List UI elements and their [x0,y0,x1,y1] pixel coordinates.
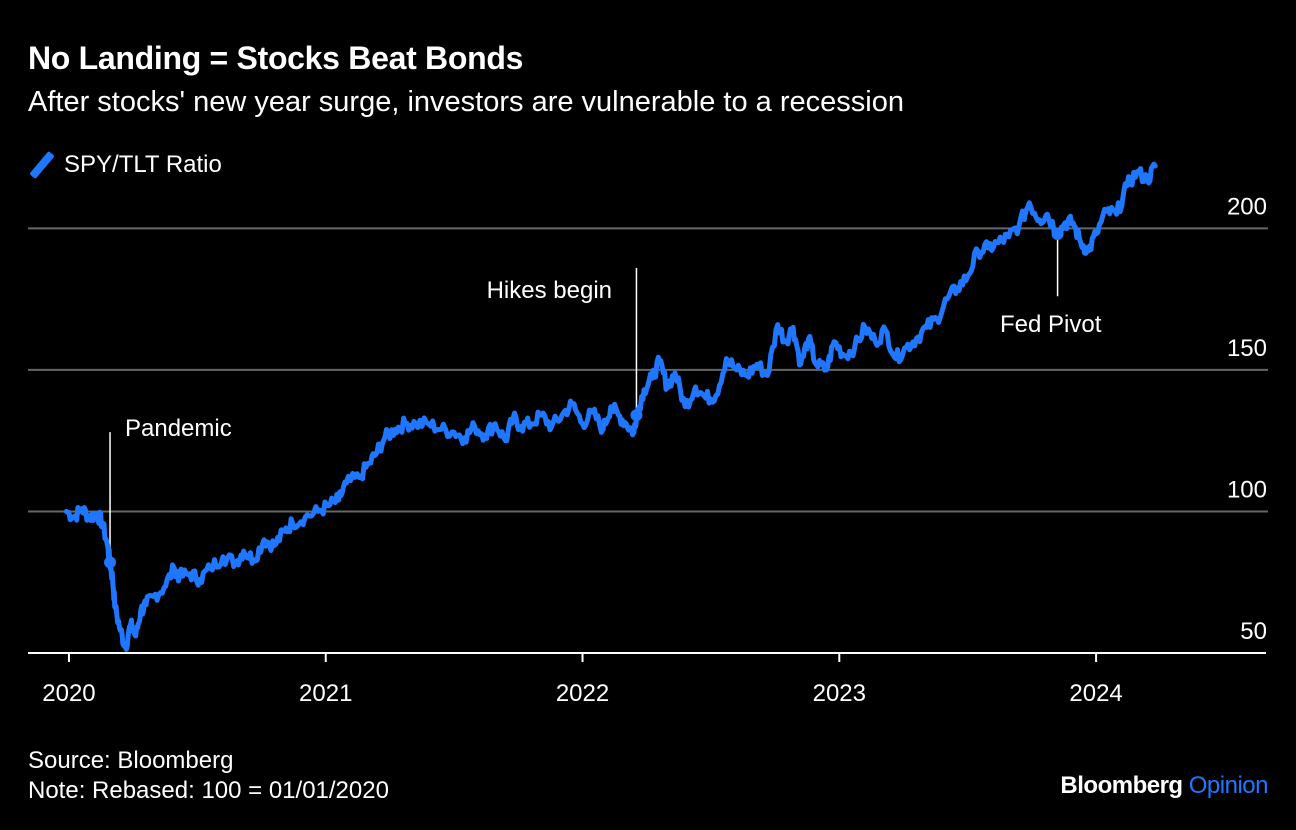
y-tick-label-100: 100 [1227,476,1267,503]
legend-label: SPY/TLT Ratio [64,151,222,178]
source-text: Source: Bloomberg [28,747,234,774]
annotation-point-1 [630,409,643,422]
annotation-point-0 [104,556,117,569]
annotation-label-1: Hikes begin [487,277,612,304]
x-tick-label-2024: 2024 [1069,680,1122,707]
x-tick-label-2021: 2021 [299,680,352,707]
x-tick-label-2023: 2023 [813,680,866,707]
legend: SPY/TLT Ratio [28,150,222,180]
annotation-label-0: Pandemic [125,415,232,442]
brand-logo: Bloomberg Opinion [1060,772,1268,800]
chart-subtitle: After stocks' new year surge, investors … [28,86,904,118]
chart-title: No Landing = Stocks Beat Bonds [28,40,524,76]
annotation-point-2 [1051,227,1064,240]
x-tick-label-2022: 2022 [556,680,609,707]
series-line-0 [63,161,1158,652]
x-tick-label-2020: 2020 [42,680,95,707]
note-text: Note: Rebased: 100 = 01/01/2020 [28,777,389,804]
footer-notes: Source: Bloomberg Note: Rebased: 100 = 0… [28,746,389,806]
y-tick-label-200: 200 [1227,193,1267,220]
brand-main: Bloomberg [1060,772,1183,799]
y-tick-label-50: 50 [1240,618,1267,645]
annotation-label-2: Fed Pivot [1000,311,1102,338]
brand-accent: Opinion [1188,772,1269,799]
y-tick-label-150: 150 [1227,335,1267,362]
